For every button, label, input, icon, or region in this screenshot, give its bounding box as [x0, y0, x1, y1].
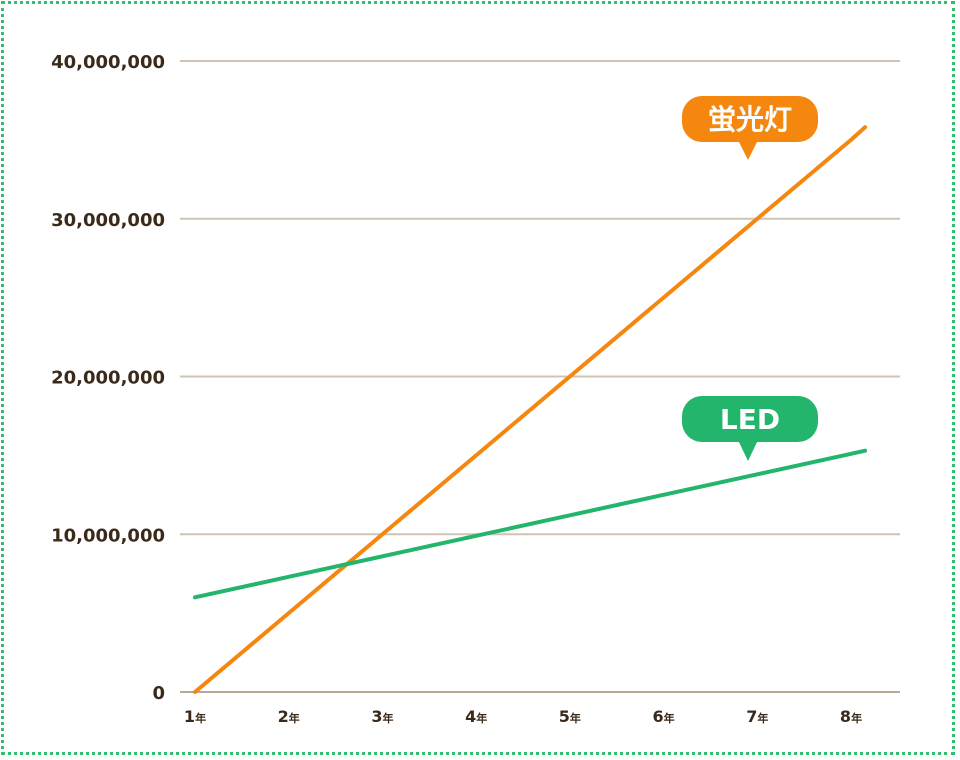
y-tick-label: 10,000,000 [51, 525, 165, 546]
y-tick-label: 0 [152, 683, 165, 704]
y-axis-tick-labels: 0 10,000,000 20,000,000 30,000,000 40,000,00… [51, 52, 165, 704]
callout-pointer [738, 140, 758, 160]
x-tick-label: 5年 [559, 707, 581, 726]
x-tick-unit: 年 [289, 711, 300, 725]
callout-led: LED [682, 396, 818, 461]
y-tick-label: 30,000,000 [51, 210, 165, 231]
x-tick-unit: 年 [757, 711, 768, 725]
x-tick-unit: 年 [664, 711, 675, 725]
x-tick-label: 6年 [653, 707, 675, 726]
x-tick-unit: 年 [570, 711, 581, 725]
grid-lines [180, 60, 900, 693]
x-tick-unit: 年 [195, 711, 206, 725]
x-tick-label: 2年 [278, 707, 300, 726]
x-tick-unit: 年 [476, 711, 487, 725]
x-tick-number: 3 [371, 707, 382, 726]
x-tick-label: 8年 [840, 707, 862, 726]
y-tick-label: 40,000,000 [51, 52, 165, 73]
y-tick-label: 20,000,000 [51, 368, 165, 389]
x-tick-unit: 年 [851, 711, 862, 725]
x-tick-label: 7年 [746, 707, 768, 726]
x-axis-tick-labels: 1年 2年 3年 4年 5年 6年 7年 8年 [184, 707, 862, 726]
callout-fluorescent: 蛍光灯 [682, 96, 818, 160]
x-tick-number: 1 [184, 707, 195, 726]
x-tick-unit: 年 [382, 711, 393, 725]
callout-bubble [682, 396, 818, 442]
series-callouts: 蛍光灯 LED [682, 96, 818, 461]
x-tick-label: 4年 [465, 707, 487, 726]
x-tick-number: 8 [840, 707, 851, 726]
callout-bubble [682, 96, 818, 142]
series-lines [193, 125, 868, 694]
series-name-label: 蛍光灯 [708, 103, 792, 136]
series-line-fluorescent [193, 125, 868, 694]
x-tick-label: 3年 [371, 707, 393, 726]
x-tick-number: 4 [465, 707, 476, 726]
x-tick-number: 7 [746, 707, 757, 726]
x-tick-label: 1年 [184, 707, 206, 726]
callout-pointer [738, 440, 758, 461]
series-name-label: LED [720, 403, 780, 436]
series-line-led [193, 448, 868, 600]
x-tick-number: 2 [278, 707, 289, 726]
x-tick-number: 5 [559, 707, 570, 726]
x-tick-number: 6 [653, 707, 664, 726]
